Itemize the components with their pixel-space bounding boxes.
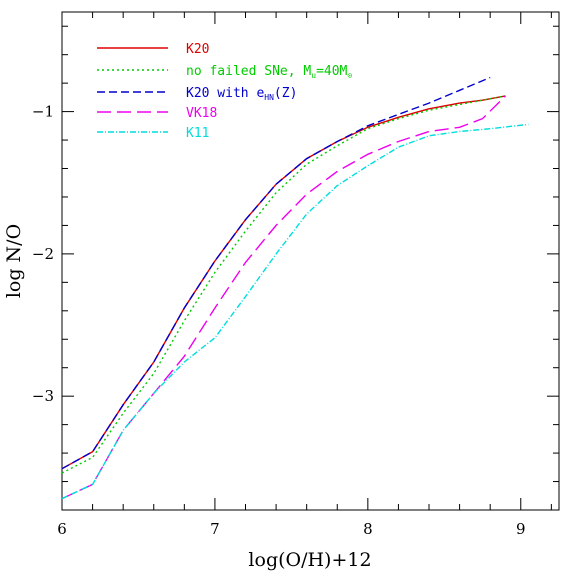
x-tick-label: 8: [363, 520, 373, 538]
x-axis-label: log(O/H)+12: [248, 549, 371, 571]
legend-label: K20: [186, 42, 209, 57]
legend-label: no failed SNe, Mu=40M⊙: [186, 64, 352, 80]
legend-label: K20 with eHN(Z): [186, 86, 297, 102]
series-lines: [61, 76, 529, 500]
series-line-3: [61, 76, 491, 470]
y-tick-label: −1: [32, 103, 54, 121]
legend: K20 no failed SNe, Mu=40M⊙ K20 with eHN(Z)…: [97, 42, 352, 141]
x-tick-label: 7: [210, 520, 220, 538]
x-tick-label: 6: [57, 520, 67, 538]
series-line-4: [61, 95, 506, 500]
x-tick-label: 9: [516, 520, 526, 538]
legend-label: K11: [186, 126, 209, 141]
plot-frame: [61, 11, 560, 511]
axis-ticks: 6 7 8 9 −1 −2 −3: [32, 12, 559, 538]
y-axis-label: log N/O: [3, 224, 25, 298]
series-line-5: [61, 123, 529, 500]
series-line-2: [61, 95, 506, 474]
series-line-1: [61, 95, 506, 470]
legend-label: VK18: [186, 106, 217, 121]
y-tick-label: −2: [32, 245, 54, 263]
y-tick-label: −3: [32, 387, 54, 405]
